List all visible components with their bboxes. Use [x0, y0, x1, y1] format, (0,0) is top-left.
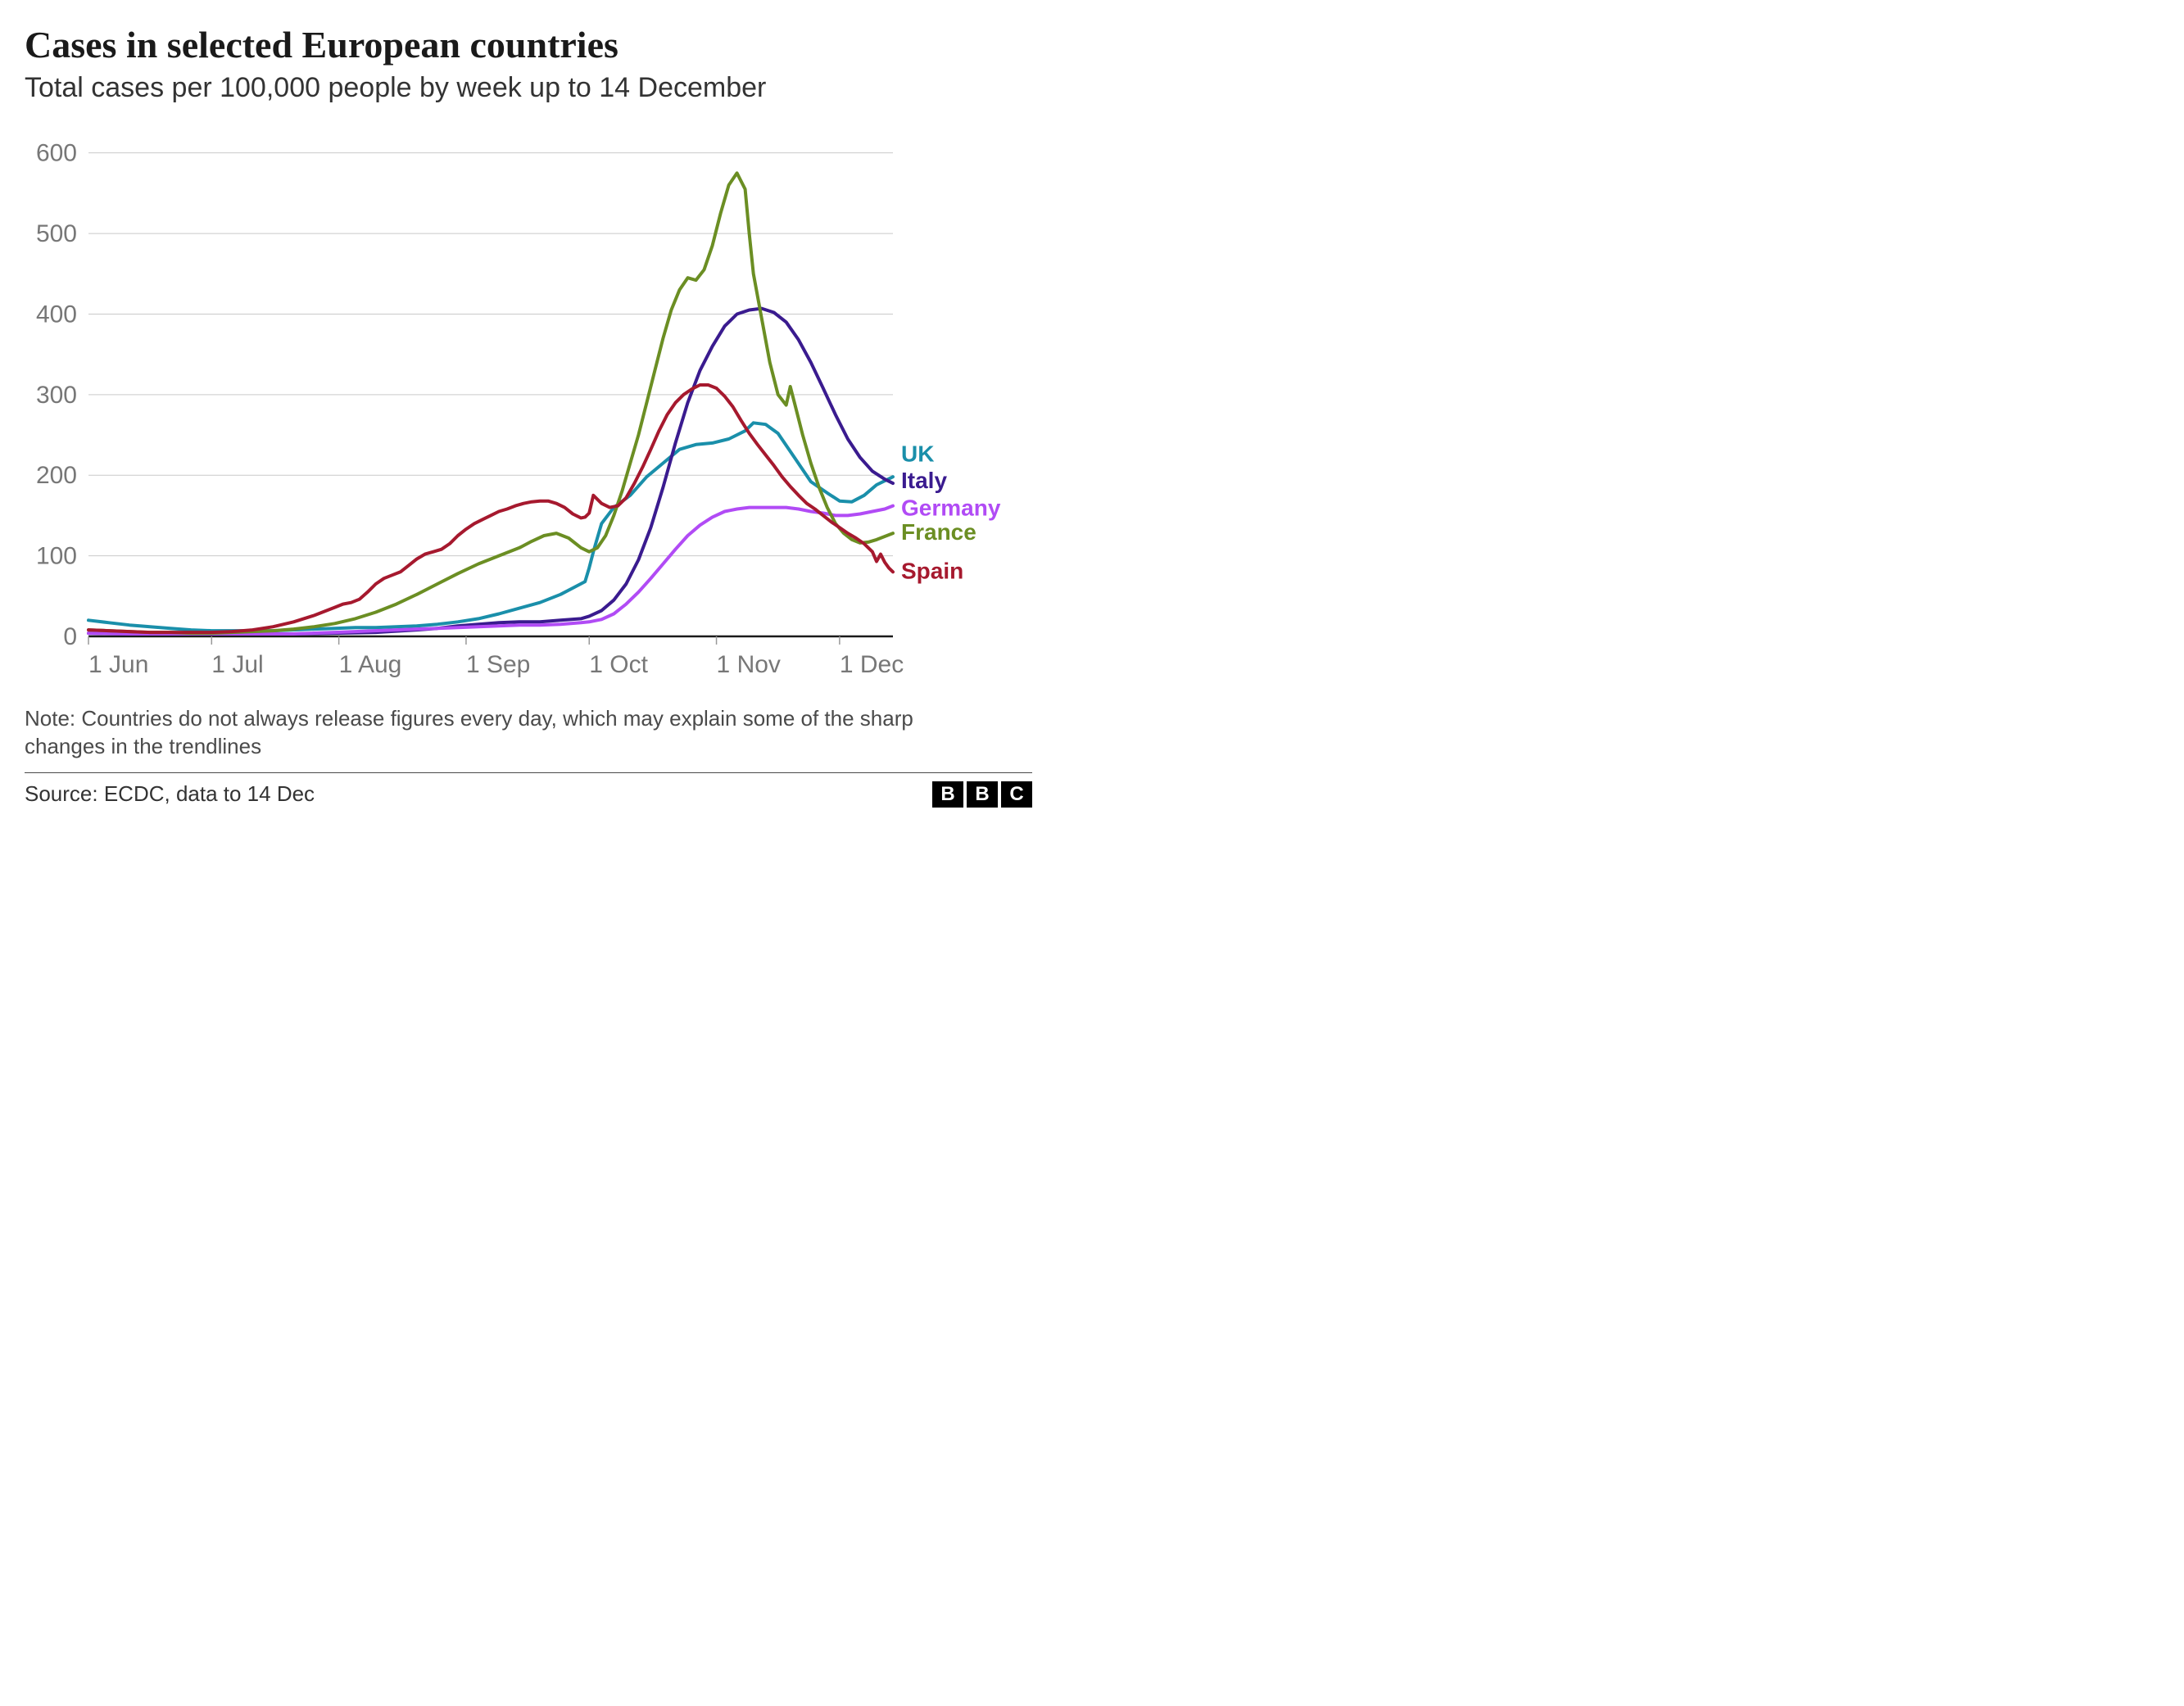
bbc-logo: BBC — [932, 781, 1032, 808]
line-chart-svg: 0 100 200 300 400 500 600 1 Jun 1 Jul 1 Aug 1 Sep 1… — [25, 129, 1032, 686]
chart-container: Cases in selected European countries Tot… — [0, 0, 1049, 824]
y-tick-label: 200 — [36, 463, 77, 490]
x-tick-label: 1 Jun — [88, 651, 148, 678]
x-tick-label: 1 Nov — [717, 651, 781, 678]
series-line-france — [88, 174, 893, 634]
x-tick-label: 1 Jul — [211, 651, 263, 678]
y-tick-label: 100 — [36, 543, 77, 570]
series-label-france: France — [901, 519, 976, 545]
y-tick-label: 500 — [36, 220, 77, 247]
y-tick-label: 0 — [63, 623, 77, 650]
series-label-spain: Spain — [901, 559, 963, 584]
y-tick-label: 300 — [36, 382, 77, 409]
series-line-uk — [88, 423, 893, 631]
x-tick-label: 1 Oct — [589, 651, 648, 678]
bbc-logo-letter: B — [932, 781, 963, 808]
series-line-italy — [88, 309, 893, 634]
chart-subtitle: Total cases per 100,000 people by week u… — [25, 71, 1032, 105]
x-tick-label: 1 Dec — [840, 651, 904, 678]
x-tick-label: 1 Sep — [466, 651, 530, 678]
series-label-germany: Germany — [901, 496, 1001, 521]
x-tick-label: 1 Aug — [339, 651, 402, 678]
chart-title: Cases in selected European countries — [25, 25, 1032, 66]
y-tick-label: 400 — [36, 301, 77, 328]
chart-note: Note: Countries do not always release fi… — [25, 705, 1032, 761]
chart-footer: Source: ECDC, data to 14 Dec BBC — [25, 772, 1032, 808]
bbc-logo-letter: B — [967, 781, 998, 808]
plot-area: 0 100 200 300 400 500 600 1 Jun 1 Jul 1 Aug 1 Sep 1… — [25, 129, 1032, 686]
source-label: Source: ECDC, data to 14 Dec — [25, 781, 315, 807]
series-label-uk: UK — [901, 441, 934, 467]
y-tick-label: 600 — [36, 140, 77, 167]
bbc-logo-letter: C — [1001, 781, 1032, 808]
series-label-italy: Italy — [901, 468, 947, 493]
